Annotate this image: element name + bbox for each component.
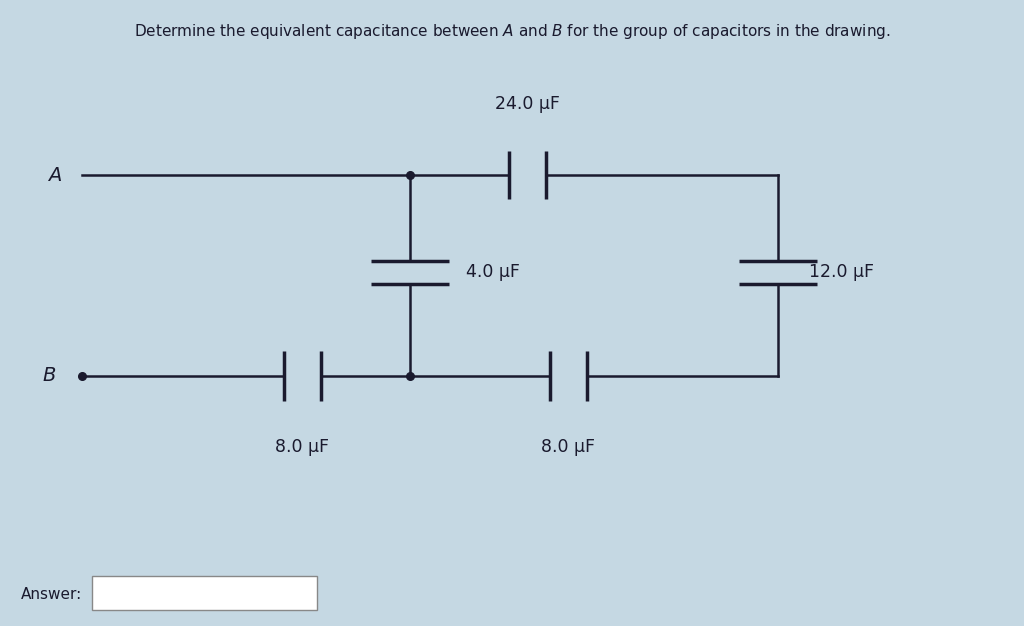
Text: 8.0 μF: 8.0 μF bbox=[542, 438, 595, 456]
Text: A: A bbox=[48, 166, 61, 185]
Text: B: B bbox=[43, 366, 56, 385]
Text: 24.0 μF: 24.0 μF bbox=[495, 95, 560, 113]
Text: 4.0 μF: 4.0 μF bbox=[466, 264, 520, 281]
Text: Determine the equivalent capacitance between $\it{A}$ and $\it{B}$ for the group: Determine the equivalent capacitance bet… bbox=[134, 22, 890, 41]
Text: 8.0 μF: 8.0 μF bbox=[275, 438, 329, 456]
FancyBboxPatch shape bbox=[92, 576, 317, 610]
Text: 12.0 μF: 12.0 μF bbox=[809, 264, 873, 281]
Text: Answer:: Answer: bbox=[20, 587, 82, 602]
